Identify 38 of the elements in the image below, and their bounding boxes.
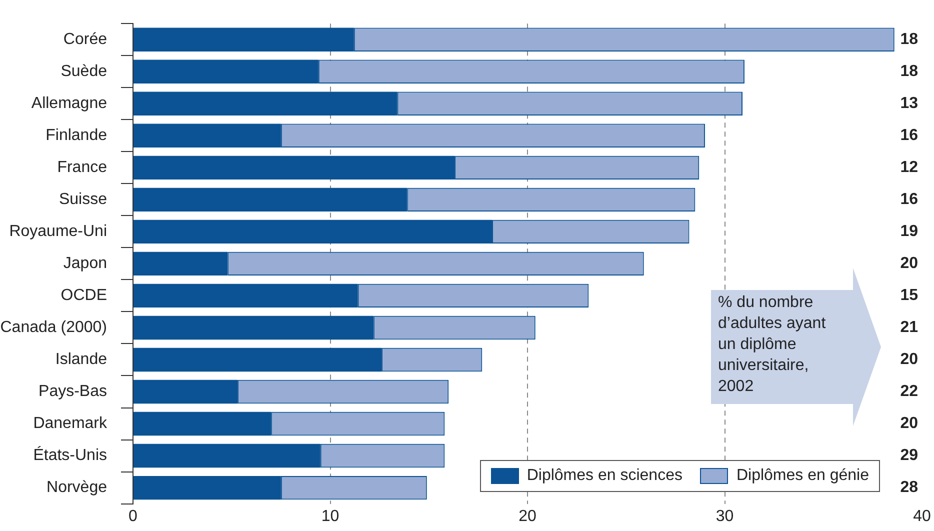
legend-label: Diplômes en génie	[736, 466, 869, 485]
y-tick-label: Danemark	[33, 415, 108, 432]
x-tick-label: 40	[913, 508, 931, 525]
annotation: 20	[900, 415, 918, 432]
y-tick-label: France	[57, 159, 108, 176]
annotation: 19	[900, 223, 918, 240]
annotation: 16	[900, 127, 918, 144]
y-tick-label: Pays-Bas	[38, 383, 107, 400]
legend-label: Diplômes en sciences	[526, 466, 682, 485]
annotation: 18	[900, 63, 918, 80]
x-tick-label: 30	[716, 508, 734, 525]
annotation: 16	[900, 191, 918, 208]
x-tick-label: 0	[128, 508, 138, 525]
y-tick-label: Corée	[63, 31, 108, 48]
annotation: 21	[900, 319, 918, 336]
y-tick-label: Allemagne	[31, 95, 108, 112]
y-tick-label: Islande	[55, 351, 108, 368]
annotation: 18	[900, 31, 918, 48]
x-tick-label: 20	[518, 508, 536, 525]
annotation: 20	[900, 351, 918, 368]
annotation: 28	[900, 479, 918, 496]
annotation: 22	[900, 383, 918, 400]
y-tick-label: Suède	[60, 63, 108, 80]
y-tick-label: OCDE	[60, 287, 107, 304]
annotation: 12	[900, 159, 918, 176]
y-tick-label: Suisse	[58, 191, 108, 208]
y-tick-label: Japon	[63, 255, 107, 272]
annotation: 29	[900, 447, 918, 464]
y-tick-label: Canada (2000)	[0, 319, 107, 336]
annotation: 20	[900, 255, 918, 272]
y-tick-label: États-Unis	[33, 446, 107, 464]
annotation: 13	[900, 95, 918, 112]
y-tick-label: Norvège	[46, 479, 108, 496]
annotation: 15	[900, 287, 918, 304]
annotation: % du nombre d’adultes ayant un diplôme universitaire, 2002	[718, 293, 827, 397]
y-tick-label: Finlande	[46, 127, 108, 144]
x-tick-label: 10	[321, 508, 340, 525]
y-tick-label: Royaume-Uni	[9, 223, 107, 240]
